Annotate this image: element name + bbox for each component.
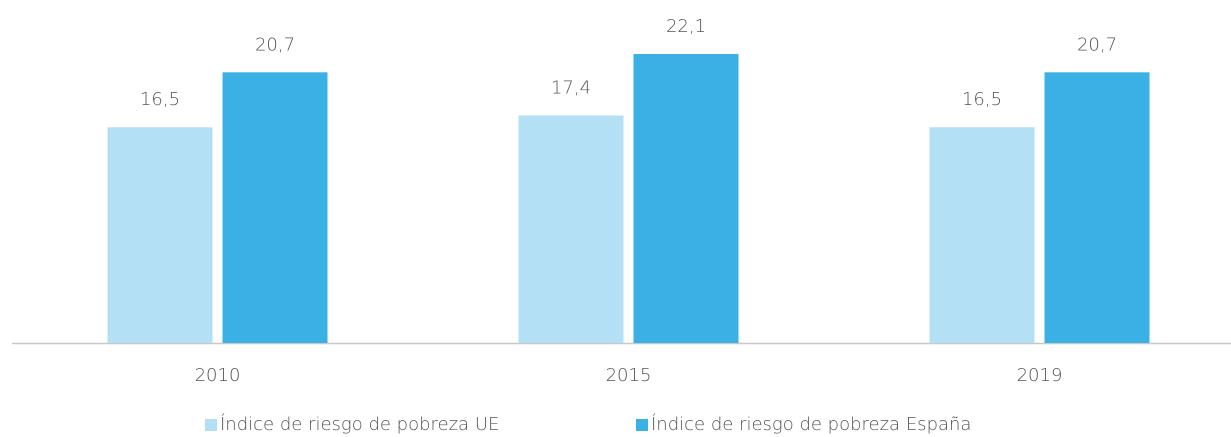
bar (107, 127, 213, 343)
value-label: 17,4 (551, 77, 591, 98)
legend-label: Índice de riesgo de pobreza UE (220, 413, 499, 435)
legend-swatch (636, 419, 648, 431)
x-tick-label: 2015 (606, 365, 652, 386)
bar (633, 54, 739, 343)
value-label: 20,7 (1077, 34, 1117, 55)
x-tick-label: 2019 (1017, 365, 1063, 386)
bar (929, 127, 1035, 343)
value-label: 16,5 (140, 89, 180, 110)
value-label: 16,5 (962, 89, 1002, 110)
value-label: 22,1 (666, 16, 706, 37)
bar (222, 72, 328, 344)
value-label: 20,7 (255, 34, 295, 55)
legend-label: Índice de riesgo de pobreza España (651, 413, 971, 435)
bar (518, 115, 624, 343)
legend-swatch (205, 419, 217, 431)
bar (1044, 72, 1150, 344)
x-tick-label: 2010 (195, 365, 241, 386)
